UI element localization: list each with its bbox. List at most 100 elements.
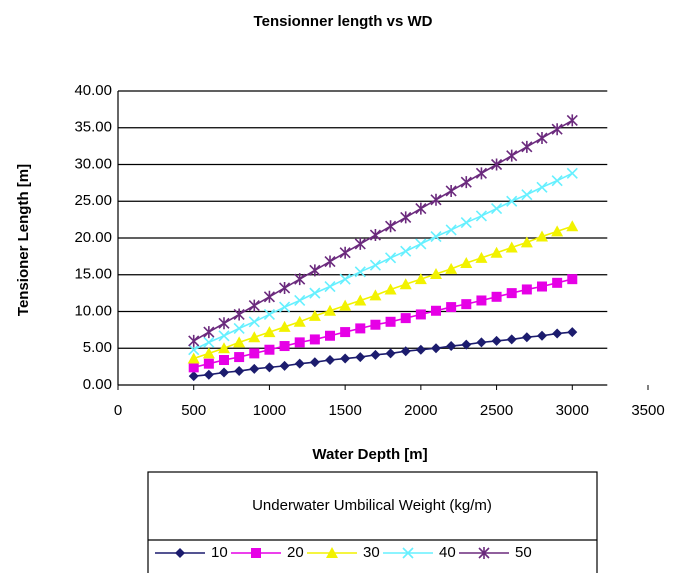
y-tick-label: 0.00 xyxy=(83,376,112,393)
marker xyxy=(203,369,214,380)
marker xyxy=(415,344,426,355)
marker xyxy=(324,280,336,293)
marker xyxy=(355,352,366,363)
y-tick-label: 15.00 xyxy=(74,266,112,283)
marker xyxy=(279,341,290,352)
x-tick-label: 1000 xyxy=(253,402,286,419)
marker xyxy=(431,343,441,354)
marker xyxy=(521,140,533,153)
marker xyxy=(536,230,548,242)
marker xyxy=(399,278,412,290)
marker xyxy=(218,317,230,330)
marker xyxy=(264,362,275,373)
marker xyxy=(279,301,291,313)
marker xyxy=(536,181,548,193)
marker xyxy=(461,299,472,310)
marker xyxy=(446,302,457,313)
legend-box xyxy=(147,471,598,573)
y-tick-label: 30.00 xyxy=(74,155,112,172)
marker xyxy=(506,149,518,162)
x-tick-label: 2500 xyxy=(480,402,513,419)
marker xyxy=(263,308,275,321)
marker xyxy=(339,299,352,311)
marker xyxy=(370,349,381,360)
marker xyxy=(234,352,245,363)
marker xyxy=(354,237,366,250)
marker xyxy=(369,229,381,242)
marker xyxy=(218,330,230,342)
marker xyxy=(551,175,563,187)
marker xyxy=(566,220,579,232)
x-axis-label: Water Depth [m] xyxy=(312,446,427,463)
marker xyxy=(460,256,473,268)
marker xyxy=(400,245,412,257)
marker xyxy=(219,367,229,378)
marker xyxy=(520,236,533,248)
marker xyxy=(445,262,458,274)
legend-label: 50 xyxy=(515,544,532,561)
marker xyxy=(203,358,214,369)
x-tick-label: 0 xyxy=(114,402,122,419)
marker xyxy=(566,167,578,179)
marker xyxy=(385,316,396,327)
marker xyxy=(552,277,563,288)
marker xyxy=(385,252,397,264)
marker xyxy=(309,264,321,277)
marker xyxy=(446,341,457,352)
legend-title: Underwater Umbilical Weight (kg/m) xyxy=(252,497,492,514)
marker xyxy=(521,284,532,295)
marker xyxy=(233,308,245,321)
marker xyxy=(293,315,306,327)
marker xyxy=(537,281,547,292)
marker xyxy=(340,327,351,338)
marker xyxy=(385,348,396,359)
marker xyxy=(445,224,457,236)
marker xyxy=(551,123,563,136)
marker xyxy=(384,283,397,295)
marker xyxy=(476,295,487,306)
y-tick-label: 35.00 xyxy=(74,119,112,136)
marker xyxy=(400,346,411,357)
marker xyxy=(202,347,215,359)
marker xyxy=(490,246,503,258)
marker xyxy=(491,203,503,215)
marker xyxy=(188,371,199,382)
marker xyxy=(249,363,260,374)
marker xyxy=(491,335,502,346)
marker xyxy=(203,336,215,348)
marker xyxy=(294,273,306,286)
marker xyxy=(475,251,488,263)
marker xyxy=(325,330,335,341)
marker xyxy=(248,316,260,328)
x-tick-label: 3000 xyxy=(556,402,589,419)
marker xyxy=(430,193,442,206)
marker xyxy=(505,241,518,253)
marker xyxy=(234,366,245,377)
marker xyxy=(339,246,351,259)
marker xyxy=(567,274,578,285)
marker xyxy=(203,326,215,339)
marker xyxy=(430,230,442,243)
marker xyxy=(264,344,275,355)
marker xyxy=(414,273,427,285)
marker xyxy=(248,299,260,312)
marker xyxy=(460,216,472,229)
marker xyxy=(552,328,563,339)
legend-label: 20 xyxy=(287,544,304,561)
marker xyxy=(355,323,366,334)
marker xyxy=(506,288,517,299)
marker xyxy=(430,268,442,280)
marker xyxy=(309,357,320,368)
marker xyxy=(551,225,564,237)
marker xyxy=(400,313,411,324)
marker xyxy=(309,334,320,345)
marker xyxy=(567,327,578,338)
marker xyxy=(263,290,275,303)
marker xyxy=(506,195,518,207)
y-tick-label: 40.00 xyxy=(74,82,112,99)
y-axis-label: Tensioner Length [m] xyxy=(15,164,32,316)
legend-marker xyxy=(402,547,414,559)
marker xyxy=(309,287,321,299)
marker xyxy=(294,358,305,369)
